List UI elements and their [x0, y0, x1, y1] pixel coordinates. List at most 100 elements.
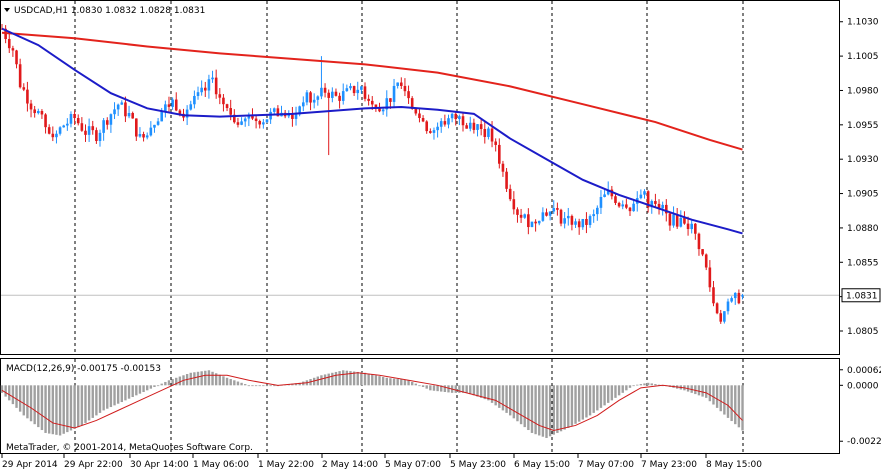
- candle-body: [556, 208, 559, 210]
- macd-bar: [363, 372, 367, 386]
- candle-body: [109, 114, 113, 125]
- macd-bar: [18, 385, 22, 412]
- candle-body: [345, 88, 349, 92]
- macd-bar: [11, 385, 15, 405]
- symbol-dropdown-icon[interactable]: [4, 8, 10, 12]
- macd-bar: [120, 385, 123, 403]
- time-label: 6 May 15:00: [514, 460, 570, 470]
- macd-bar: [196, 371, 200, 386]
- candle-body: [683, 217, 686, 224]
- candle-body: [66, 123, 69, 126]
- macd-bar: [22, 385, 25, 416]
- candle-body: [26, 89, 29, 104]
- macd-bar: [617, 385, 621, 396]
- macd-bar: [200, 371, 203, 386]
- time-label: 5 May 23:00: [450, 460, 506, 470]
- macd-bar: [530, 385, 534, 433]
- macd-bar: [204, 370, 207, 386]
- macd-bar: [498, 385, 501, 408]
- macd-bar: [639, 384, 643, 386]
- macd-bar: [316, 376, 320, 386]
- candle-body: [247, 115, 251, 119]
- candle-body: [185, 109, 189, 118]
- macd-histogram: [0, 370, 744, 438]
- macd-bar: [251, 385, 254, 387]
- candle-body: [240, 121, 243, 125]
- macd-bar: [298, 382, 301, 386]
- macd-bar: [505, 385, 508, 413]
- macd-bar: [577, 385, 581, 422]
- candle-body: [679, 217, 683, 227]
- candle-body: [650, 201, 654, 208]
- candle-body: [625, 204, 628, 208]
- candle-body: [646, 191, 650, 208]
- candle-body: [585, 218, 588, 225]
- macd-bar: [592, 385, 595, 413]
- macd-bar: [258, 385, 261, 387]
- macd-bar: [643, 383, 646, 386]
- macd-bar: [585, 385, 588, 418]
- macd-bar: [447, 385, 450, 393]
- candle-body: [545, 212, 548, 216]
- candle-body: [178, 110, 182, 114]
- candle-body: [298, 106, 301, 115]
- macd-bar: [705, 385, 708, 398]
- macd-bar: [58, 385, 62, 436]
- macd-bar: [15, 385, 18, 408]
- macd-bar: [356, 371, 359, 386]
- candle-body: [668, 213, 672, 226]
- time-axis: 29 Apr 2014 29 Apr 22:00 30 Apr 14:00 1 May…: [1, 454, 762, 470]
- candle-body: [105, 120, 109, 125]
- candle-body: [548, 211, 552, 216]
- candle-body: [331, 91, 334, 98]
- macd-bar: [454, 385, 457, 393]
- candle-body: [236, 122, 240, 125]
- candle-body: [675, 214, 679, 227]
- candle-body: [450, 113, 454, 119]
- macd-bar: [29, 385, 33, 422]
- macd-bar: [628, 385, 632, 388]
- candle-body: [207, 79, 211, 91]
- candle-body: [494, 141, 497, 145]
- candle-body: [193, 95, 196, 105]
- macd-label: -0.00223: [847, 437, 881, 447]
- macd-bar: [160, 383, 163, 386]
- candle-body: [58, 127, 62, 134]
- candle-body: [726, 301, 730, 312]
- macd-bar: [193, 372, 196, 386]
- macd-bar: [247, 385, 251, 387]
- candle-body: [360, 86, 363, 90]
- candle-body: [429, 131, 432, 133]
- macd-bar: [153, 385, 156, 387]
- macd-bar: [102, 385, 105, 411]
- macd-bar: [269, 385, 272, 387]
- macd-pane[interactable]: [0, 358, 840, 454]
- candle-body: [222, 97, 225, 105]
- candle-body: [18, 64, 22, 88]
- macd-label: 0.0000: [847, 381, 879, 391]
- macd-bar: [425, 385, 428, 389]
- macd-bar: [621, 385, 624, 393]
- price-label: 1.1005: [847, 52, 879, 62]
- candle-body: [265, 119, 269, 123]
- macd-bar: [614, 385, 617, 398]
- candle-body: [715, 303, 719, 314]
- macd-bar: [0, 385, 4, 393]
- macd-bar: [392, 378, 396, 386]
- macd-bar: [331, 372, 334, 386]
- candle-body: [712, 287, 715, 304]
- macd-bar: [581, 385, 584, 420]
- candle-body: [574, 221, 577, 225]
- candle-body: [534, 221, 537, 224]
- candle-body: [592, 214, 595, 217]
- macd-bar: [483, 385, 486, 400]
- candle-body: [512, 199, 516, 210]
- macd-bar: [164, 381, 167, 386]
- candle-body: [363, 86, 367, 99]
- price-label: 1.0855: [847, 258, 879, 268]
- candle-body: [91, 126, 95, 131]
- macd-bar: [66, 385, 69, 433]
- macd-bar: [440, 385, 443, 392]
- candle-body: [233, 114, 236, 123]
